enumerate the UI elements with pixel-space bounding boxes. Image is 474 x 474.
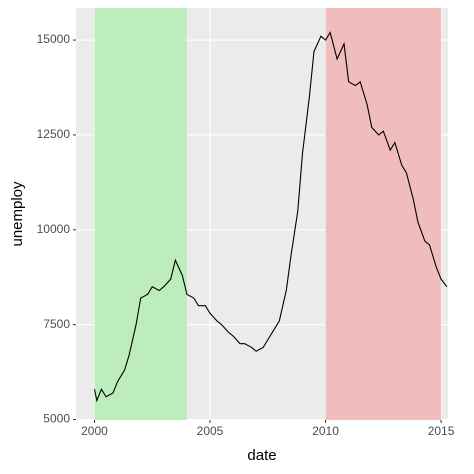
x-axis-title: date: [247, 447, 276, 464]
shaded-region: [94, 8, 187, 420]
line: [93, 31, 448, 403]
y-tick-label: 15000: [37, 32, 71, 46]
y-tick-label: 12500: [37, 127, 71, 141]
x-tick-label: 2010: [312, 424, 339, 438]
y-tick-label: 10000: [37, 222, 71, 236]
x-tick-label: 2005: [197, 424, 224, 438]
y-tick-label: 7500: [43, 317, 70, 331]
y-tick-label: 5000: [43, 412, 70, 426]
shaded-region: [325, 8, 442, 420]
x-tick-label: 2000: [81, 424, 108, 438]
x-tick-label: 2015: [428, 424, 455, 438]
y-axis-title: unemploy: [9, 181, 26, 247]
